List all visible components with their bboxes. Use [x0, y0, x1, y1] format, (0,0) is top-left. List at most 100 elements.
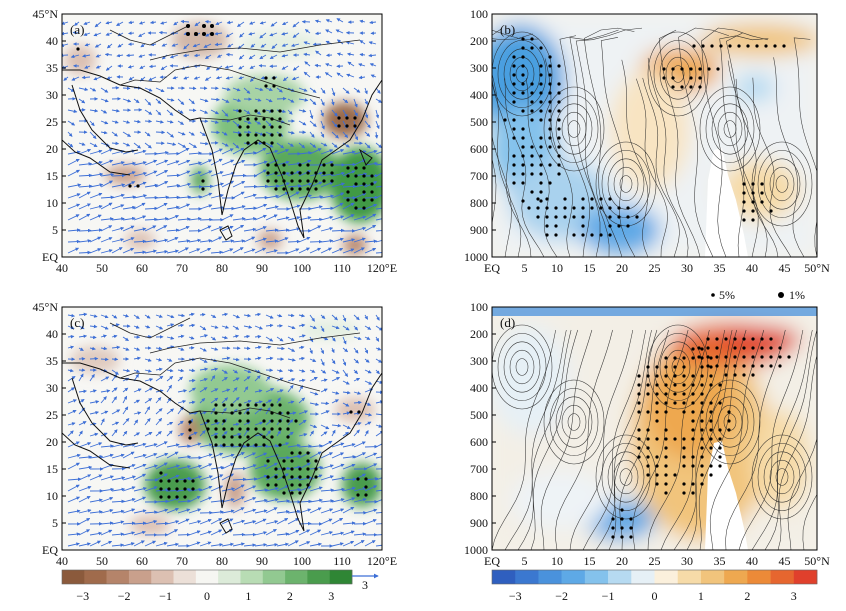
significance-dot	[655, 410, 659, 414]
significance-dot	[700, 473, 704, 477]
wind-vector-arrow	[144, 510, 158, 514]
wind-vector-arrow	[353, 325, 359, 331]
significance-dot	[530, 190, 534, 194]
colorbar-right-swatch	[793, 570, 818, 584]
wind-vector-arrow	[177, 518, 190, 525]
significance-dot	[715, 364, 719, 368]
wind-vector-arrow	[353, 159, 366, 166]
panel-c-y-tick-label: 20	[46, 435, 58, 449]
wind-vector-arrow	[243, 346, 251, 351]
wind-vector-arrow	[342, 98, 349, 104]
wind-vector-arrow	[221, 509, 235, 514]
wind-vector-arrow	[122, 237, 135, 243]
wind-vector-arrow	[89, 335, 97, 340]
wind-vector-arrow	[315, 50, 322, 56]
wind-vector-arrow	[89, 108, 99, 113]
significance-dot	[274, 179, 278, 183]
wind-vector-arrow	[188, 475, 202, 481]
significance-dot	[306, 179, 310, 183]
wind-vector-arrow	[265, 214, 278, 221]
wind-vector-arrow	[199, 430, 206, 437]
significance-dot	[282, 491, 286, 495]
wind-vector-arrow	[347, 52, 355, 57]
wind-vector-arrow	[111, 183, 126, 188]
significance-dot	[262, 141, 266, 145]
wind-vector-arrow	[254, 509, 268, 514]
wind-vector-arrow	[265, 142, 274, 148]
significance-dot	[742, 209, 746, 213]
wind-vector-arrow	[232, 173, 247, 178]
wind-vector-arrow	[105, 20, 113, 25]
wind-vector-arrow	[221, 407, 227, 415]
wind-vector-arrow	[214, 42, 223, 47]
significance-dot	[727, 419, 731, 423]
wind-vector-arrow	[177, 465, 192, 470]
significance-dot	[354, 206, 358, 210]
wind-vector-arrow	[254, 345, 262, 350]
wind-vector-arrow	[298, 142, 306, 149]
significance-dot	[700, 383, 704, 387]
wind-vector-arrow	[188, 131, 195, 136]
significance-dot	[557, 145, 561, 149]
wind-vector-arrow	[67, 214, 80, 221]
wind-vector-arrow	[188, 151, 202, 156]
significance-dot	[682, 455, 686, 459]
colorbar-left-swatch	[218, 570, 241, 584]
wind-vector-arrow	[287, 358, 296, 362]
significance-dot	[314, 179, 318, 183]
wind-vector-arrow	[158, 30, 168, 35]
panel-a-x-tick-label: 70	[176, 261, 188, 275]
wind-vector-arrow	[67, 193, 81, 199]
wind-vector-arrow	[232, 444, 246, 448]
wind-vector-arrow	[238, 65, 245, 70]
significance-dot	[306, 171, 310, 175]
wind-vector-arrow	[320, 131, 325, 138]
wind-vector-arrow	[359, 52, 366, 57]
wind-vector-arrow	[375, 98, 382, 103]
significance-dot	[724, 373, 728, 377]
wind-vector-arrow	[210, 120, 219, 124]
wind-vector-arrow	[100, 172, 115, 177]
significance-dot	[689, 67, 693, 71]
wind-vector-arrow	[177, 217, 191, 221]
significance-dot	[742, 346, 746, 350]
significance-dot	[769, 355, 773, 359]
significance-dot	[700, 464, 704, 468]
wind-vector-arrow	[298, 323, 306, 328]
significance-dot	[539, 154, 543, 158]
significance-dot	[298, 451, 302, 455]
significance-dot	[655, 365, 659, 369]
significance-dot	[724, 337, 728, 341]
panel-b-x-tick-label: 50°N	[804, 261, 830, 275]
significance-dot	[159, 479, 163, 483]
wind-vector-arrow	[111, 396, 117, 404]
wind-vector-arrow	[254, 421, 264, 426]
wind-vector-arrow	[122, 171, 136, 177]
wind-vector-arrow	[155, 397, 162, 404]
significance-dot	[246, 443, 250, 447]
significance-dot	[539, 136, 543, 140]
significance-dot	[581, 206, 585, 210]
wind-vector-arrow	[314, 63, 322, 68]
significance-dot	[718, 437, 722, 441]
wind-vector-arrow	[243, 313, 252, 318]
significance-dot	[266, 163, 270, 167]
wind-vector-arrow	[199, 518, 212, 525]
wind-vector-arrow	[309, 247, 322, 254]
wind-vector-arrow	[265, 323, 274, 328]
wind-vector-arrow	[336, 52, 344, 56]
wind-vector-arrow	[67, 422, 76, 426]
wind-vector-arrow	[298, 385, 304, 393]
significance-dot	[539, 82, 543, 86]
significance-dot	[222, 427, 226, 431]
significance-dot	[278, 403, 282, 407]
wind-vector-arrow	[78, 148, 92, 155]
wind-vector-arrow	[309, 120, 317, 127]
wind-vector-arrow	[331, 336, 336, 342]
wind-vector-arrow	[232, 432, 242, 437]
significance-dot	[557, 154, 561, 158]
wind-vector-arrow	[342, 521, 356, 525]
wind-vector-arrow	[67, 462, 80, 470]
wind-vector-arrow	[199, 334, 209, 338]
wind-vector-arrow	[177, 98, 185, 106]
